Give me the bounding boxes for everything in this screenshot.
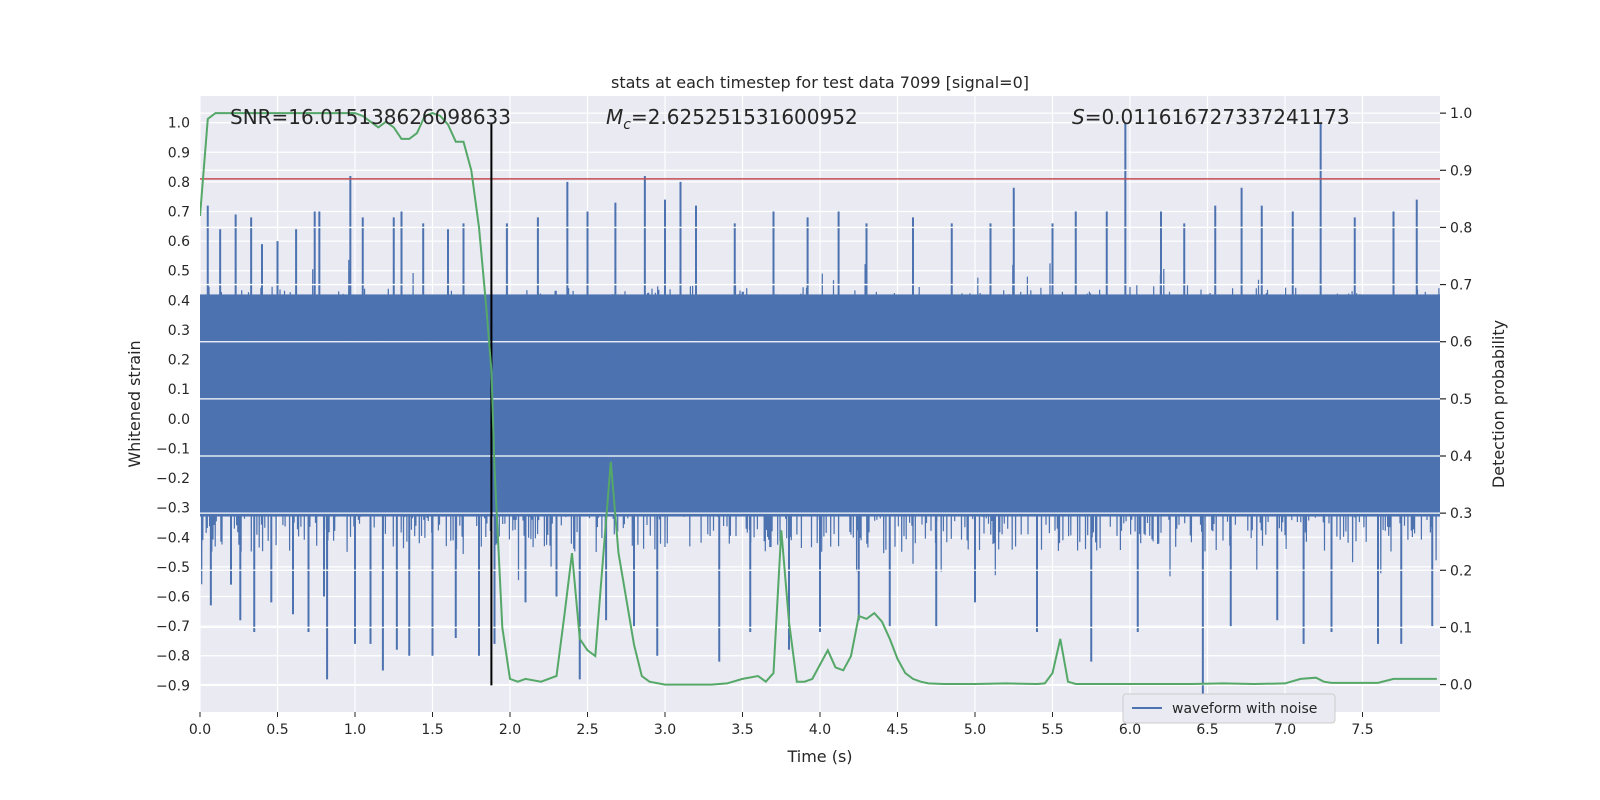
- s-annotation: S=0.011616727337241173: [1072, 105, 1350, 129]
- right-axis-ticks: 1.0 0.9 0.8 0.7 0.6 0.5 0.4 0.3 0.2 0.1 0.0: [1440, 106, 1472, 694]
- right-tick-label: 0.4: [1450, 449, 1472, 465]
- waveform-series: [200, 259, 1440, 585]
- right-tick-label: 0.5: [1450, 392, 1472, 408]
- x-tick-label: 5.0: [964, 722, 986, 738]
- right-tick-label: 0.7: [1450, 278, 1472, 294]
- x-tick-label: 3.5: [731, 722, 753, 738]
- x-tick-label: 5.5: [1041, 722, 1063, 738]
- s-symbol: S: [1072, 105, 1085, 129]
- left-tick-label: 0.8: [168, 175, 190, 191]
- left-tick-label: 0.7: [168, 205, 190, 221]
- left-tick-label: −0.6: [156, 590, 190, 606]
- left-tick-label: 0.9: [168, 145, 190, 161]
- x-tick-label: 1.0: [344, 722, 366, 738]
- legend: waveform with noise: [1122, 693, 1336, 724]
- right-tick-label: 0.3: [1450, 506, 1472, 522]
- left-tick-label: −0.5: [156, 560, 190, 576]
- left-axis-ticks: 1.0 0.9 0.8 0.7 0.6 0.5 0.4 0.3 0.2 0.1 0.0 −0.1 −0.…: [156, 116, 190, 695]
- right-tick-label: 0.0: [1450, 678, 1472, 694]
- x-tick-label: 7.5: [1351, 722, 1373, 738]
- chart-title: stats at each timestep for test data 709…: [611, 73, 1029, 92]
- x-tick-label: 2.0: [499, 722, 521, 738]
- x-tick-label: 2.5: [576, 722, 598, 738]
- left-tick-label: −0.7: [156, 619, 190, 635]
- left-tick-label: −0.8: [156, 649, 190, 665]
- right-tick-label: 0.9: [1450, 163, 1472, 179]
- x-axis-ticks: 0.0 0.5 1.0 1.5 2.0 2.5 3.0 3.5 4.0 4.5 5.0 5.5 6.0 6…: [189, 712, 1374, 738]
- chirp-mass-subscript: c: [623, 117, 631, 133]
- right-tick-label: 0.8: [1450, 220, 1472, 236]
- x-tick-label: 6.5: [1196, 722, 1218, 738]
- x-tick-label: 0.5: [266, 722, 288, 738]
- right-tick-label: 0.1: [1450, 620, 1472, 636]
- left-tick-label: 0.5: [168, 264, 190, 280]
- left-tick-label: −0.4: [156, 530, 190, 546]
- x-tick-label: 6.0: [1119, 722, 1141, 738]
- left-tick-label: 0.3: [168, 323, 190, 339]
- s-value: =0.011616727337241173: [1085, 105, 1350, 129]
- x-tick-label: 0.0: [189, 722, 211, 738]
- left-tick-label: 1.0: [168, 116, 190, 132]
- chirp-mass-annotation: Mc=2.625251531600952: [606, 105, 858, 133]
- legend-box: [1122, 693, 1336, 724]
- left-tick-label: −0.2: [156, 471, 190, 487]
- left-tick-label: −0.9: [156, 678, 190, 694]
- waveform-spikes: [206, 122, 1434, 701]
- x-tick-label: 4.5: [886, 722, 908, 738]
- y-axis-label-left: Whitened strain: [125, 340, 144, 467]
- x-tick-label: 7.0: [1274, 722, 1296, 738]
- snr-annotation: SNR=16.015138626098633: [230, 105, 511, 129]
- y-axis-label-right: Detection probability: [1489, 320, 1508, 488]
- right-tick-label: 0.6: [1450, 335, 1472, 351]
- left-tick-label: 0.6: [168, 234, 190, 250]
- left-tick-label: 0.1: [168, 382, 190, 398]
- x-tick-label: 1.5: [421, 722, 443, 738]
- x-tick-label: 3.0: [654, 722, 676, 738]
- legend-label: waveform with noise: [1172, 701, 1317, 717]
- left-tick-label: −0.3: [156, 501, 190, 517]
- right-tick-label: 1.0: [1450, 106, 1472, 122]
- x-tick-label: 4.0: [809, 722, 831, 738]
- chirp-mass-symbol: M: [606, 105, 623, 129]
- chirp-mass-value: =2.625251531600952: [631, 105, 858, 129]
- x-axis-label: Time (s): [786, 747, 852, 766]
- right-tick-label: 0.2: [1450, 563, 1472, 579]
- left-tick-label: 0.0: [168, 412, 190, 428]
- probability-series: [200, 112, 1437, 686]
- left-tick-label: −0.1: [156, 441, 190, 457]
- left-tick-label: 0.2: [168, 353, 190, 369]
- left-tick-label: 0.4: [168, 293, 190, 309]
